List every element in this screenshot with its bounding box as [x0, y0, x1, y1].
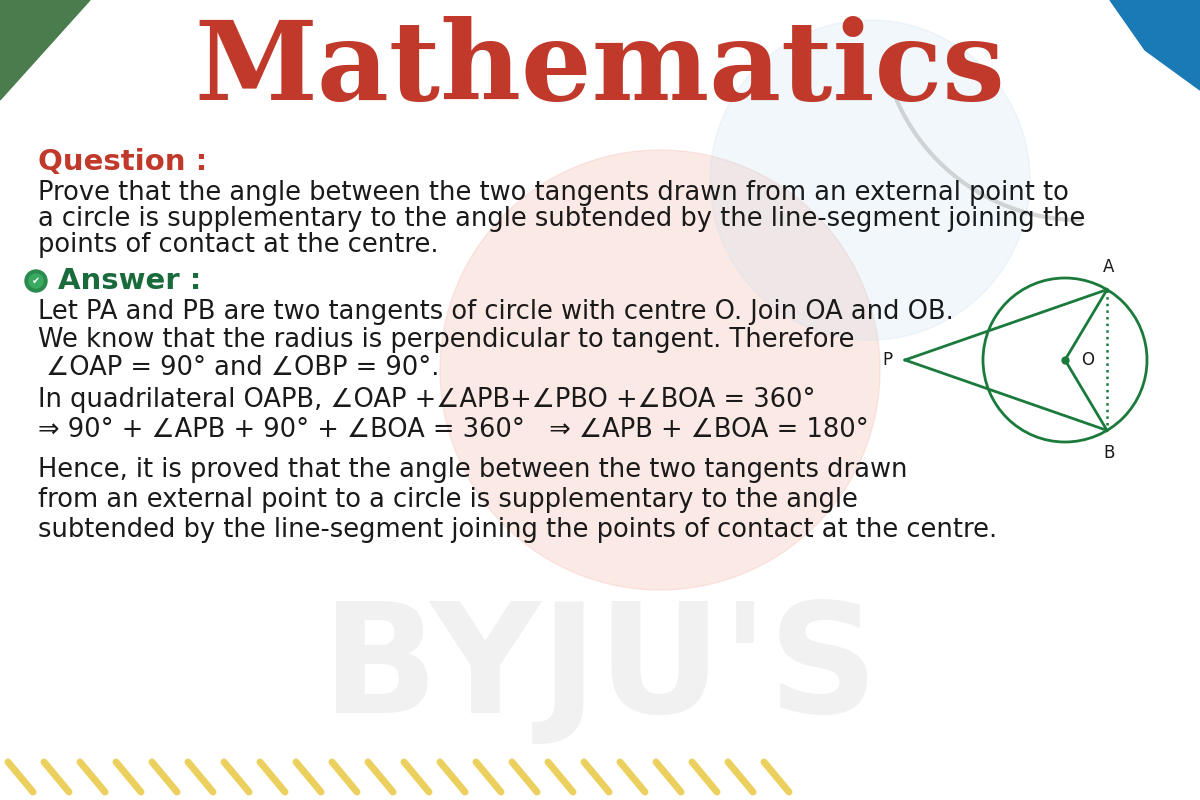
Text: Question :: Question :	[38, 148, 208, 176]
Text: a circle is supplementary to the angle subtended by the line-segment joining the: a circle is supplementary to the angle s…	[38, 206, 1085, 232]
Text: Hence, it is proved that the angle between the two tangents drawn: Hence, it is proved that the angle betwe…	[38, 457, 907, 483]
Circle shape	[440, 150, 880, 590]
Text: BYJU'S: BYJU'S	[322, 595, 878, 745]
Text: Let PA and PB are two tangents of circle with centre O. Join OA and OB.: Let PA and PB are two tangents of circle…	[38, 299, 954, 325]
Text: In quadrilateral OAPB, ∠OAP +∠APB+∠PBO +∠BOA = 360°: In quadrilateral OAPB, ∠OAP +∠APB+∠PBO +…	[38, 387, 816, 413]
Text: Answer :: Answer :	[58, 267, 202, 295]
Text: ⇒ 90° + ∠APB + 90° + ∠BOA = 360°   ⇒ ∠APB + ∠BOA = 180°: ⇒ 90° + ∠APB + 90° + ∠BOA = 360° ⇒ ∠APB …	[38, 417, 869, 443]
Text: Prove that the angle between the two tangents drawn from an external point to: Prove that the angle between the two tan…	[38, 180, 1069, 206]
Text: points of contact at the centre.: points of contact at the centre.	[38, 232, 438, 258]
Text: O: O	[1081, 351, 1094, 369]
Text: A: A	[1103, 258, 1115, 275]
Circle shape	[25, 270, 47, 292]
Text: Mathematics: Mathematics	[194, 17, 1006, 123]
Text: B: B	[1103, 445, 1115, 462]
Circle shape	[710, 20, 1030, 340]
Circle shape	[29, 274, 43, 288]
Text: P: P	[882, 351, 892, 369]
Text: from an external point to a circle is supplementary to the angle: from an external point to a circle is su…	[38, 487, 858, 513]
Polygon shape	[0, 0, 90, 100]
Text: ✔: ✔	[32, 276, 40, 286]
Text: ∠OAP = 90° and ∠OBP = 90°.: ∠OAP = 90° and ∠OBP = 90°.	[38, 355, 439, 381]
Polygon shape	[1110, 0, 1200, 90]
Text: We know that the radius is perpendicular to tangent. Therefore: We know that the radius is perpendicular…	[38, 327, 854, 353]
Text: subtended by the line-segment joining the points of contact at the centre.: subtended by the line-segment joining th…	[38, 517, 997, 543]
